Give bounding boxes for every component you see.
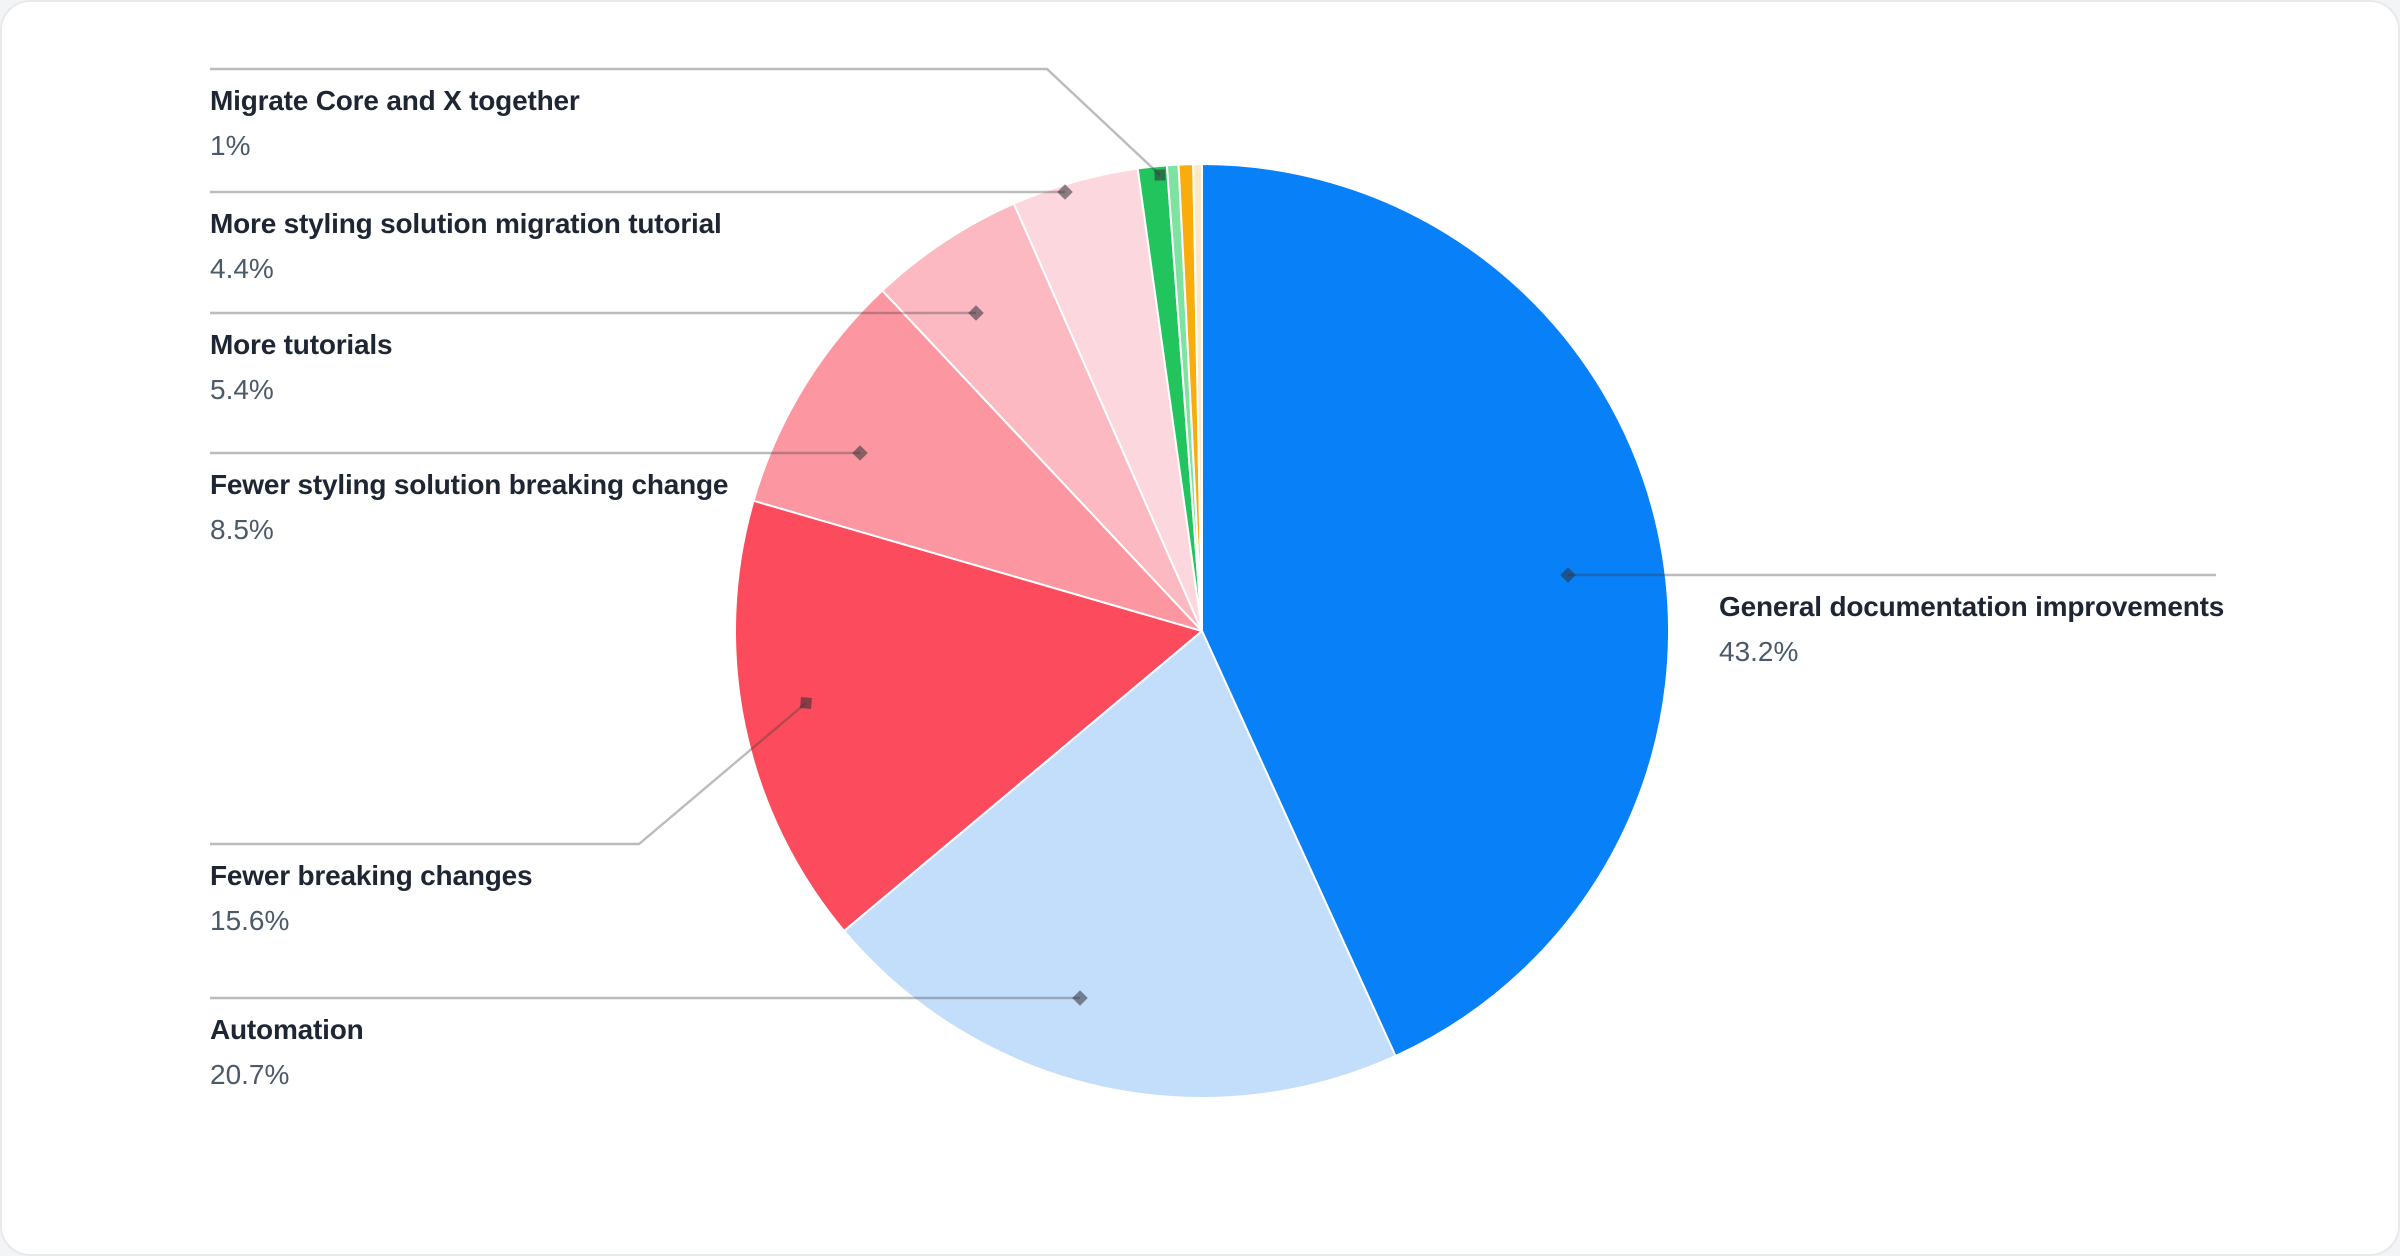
pie-slice-unlabeled-cream[interactable] [1192, 162, 1203, 632]
slice-percent-more-tutorials: 5.4% [210, 374, 274, 405]
slice-label-more-styling-tutorial: More styling solution migration tutorial [210, 208, 722, 239]
slice-percent-fewer-breaking: 15.6% [210, 905, 290, 936]
pie-slice-automation[interactable] [843, 630, 1397, 1099]
leader-lines [210, 67, 2216, 1006]
slice-percent-fewer-styling-breaking: 8.5% [210, 514, 274, 545]
leader-marker-fewer-breaking [800, 697, 812, 709]
pie-slices [734, 162, 1670, 1099]
slice-label-more-tutorials: More tutorials [210, 329, 393, 360]
leader-marker-general [1560, 567, 1576, 583]
slice-percent-general: 43.2% [1719, 636, 1799, 667]
pie-slice-fewer-styling-breaking[interactable] [752, 289, 1203, 632]
slice-label-fewer-styling-breaking: Fewer styling solution breaking change [210, 469, 729, 500]
pie-slice-fewer-breaking[interactable] [734, 499, 1203, 932]
leader-marker-more-styling-tutorial [1057, 184, 1073, 200]
slice-label-general: General documentation improvements [1719, 591, 2225, 622]
leader-line-migrate-core-x [210, 67, 1161, 176]
slice-percent-automation: 20.7% [210, 1059, 290, 1090]
leader-line-fewer-breaking [210, 702, 807, 846]
pie-slice-general[interactable] [1201, 163, 1670, 1058]
slice-label-automation: Automation [210, 1014, 364, 1045]
slice-label-fewer-breaking: Fewer breaking changes [210, 860, 533, 891]
slice-percent-migrate-core-x: 1% [210, 130, 251, 161]
leader-marker-migrate-core-x [1154, 169, 1166, 181]
slice-percent-more-styling-tutorial: 4.4% [210, 253, 274, 284]
slice-label-migrate-core-x: Migrate Core and X together [210, 85, 580, 116]
pie-slice-more-tutorials[interactable] [881, 202, 1203, 632]
leader-marker-automation [1072, 990, 1088, 1006]
